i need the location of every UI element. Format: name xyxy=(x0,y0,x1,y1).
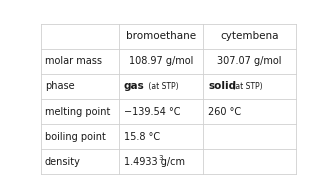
Text: molar mass: molar mass xyxy=(45,56,102,66)
Text: 108.97 g/mol: 108.97 g/mol xyxy=(129,56,193,66)
Text: 1.4933 g/cm: 1.4933 g/cm xyxy=(124,157,185,167)
Text: 15.8 °C: 15.8 °C xyxy=(124,132,160,142)
Text: bromoethane: bromoethane xyxy=(126,31,196,41)
Text: melting point: melting point xyxy=(45,107,110,117)
Text: 3: 3 xyxy=(159,155,163,161)
Text: density: density xyxy=(45,157,81,167)
Text: 260 °C: 260 °C xyxy=(208,107,241,117)
Text: phase: phase xyxy=(45,81,75,91)
Text: solid: solid xyxy=(208,81,236,91)
Text: boiling point: boiling point xyxy=(45,132,106,142)
Text: cytembena: cytembena xyxy=(220,31,279,41)
Text: 307.07 g/mol: 307.07 g/mol xyxy=(217,56,282,66)
Text: −139.54 °C: −139.54 °C xyxy=(124,107,181,117)
Text: gas: gas xyxy=(124,81,145,91)
Text: (at STP): (at STP) xyxy=(146,82,178,91)
Text: (at STP): (at STP) xyxy=(230,82,263,91)
